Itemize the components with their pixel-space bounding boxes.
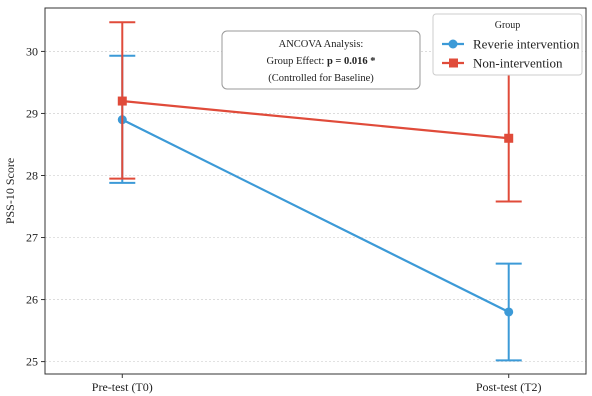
annotation-box-frame bbox=[221, 30, 421, 90]
y-tick-label: 25 bbox=[26, 355, 38, 369]
y-tick-label: 28 bbox=[26, 168, 38, 182]
annotation-line-2: Group Effect: p = 0.016 * bbox=[266, 56, 375, 67]
data-point-circle bbox=[504, 307, 514, 317]
y-tick-label: 26 bbox=[26, 293, 38, 307]
legend-swatch-marker bbox=[448, 39, 458, 49]
y-tick-label: 30 bbox=[26, 44, 38, 58]
annotation-line-1: ANCOVA Analysis: bbox=[279, 39, 364, 50]
series-line bbox=[122, 99, 509, 140]
annotation-line-3: (Controlled for Baseline) bbox=[268, 73, 374, 84]
data-point-square bbox=[117, 96, 127, 106]
annotation-line-2-prefix: Group Effect: bbox=[266, 56, 326, 67]
ancova-annotation-box: ANCOVA Analysis: Group Effect: p = 0.016… bbox=[221, 30, 421, 90]
legend-frame bbox=[432, 13, 583, 76]
legend-title: Group bbox=[495, 20, 521, 31]
legend-item: Reverie intervention bbox=[442, 37, 580, 52]
series-layer bbox=[109, 21, 522, 362]
legend-item: Non-intervention bbox=[442, 56, 563, 71]
axis-ticks: 25 26 27 28 29 30 Pre-test (T0) Post-test (T2) bbox=[26, 44, 542, 394]
legend: Group Reverie intervention Non-interventi… bbox=[432, 13, 583, 76]
legend-label: Reverie intervention bbox=[473, 37, 580, 52]
legend-label: Non-intervention bbox=[473, 56, 563, 71]
legend-swatch-marker bbox=[449, 58, 458, 68]
plot-area-frame bbox=[44, 7, 587, 375]
annotation-p-value: p = 0.016 * bbox=[327, 56, 376, 67]
series-line bbox=[121, 118, 510, 313]
y-tick-label: 29 bbox=[26, 106, 38, 120]
legend-items: Reverie intervention Non-intervention bbox=[442, 37, 580, 71]
series-1 bbox=[109, 54, 522, 362]
y-tick-label: 27 bbox=[26, 231, 38, 245]
y-axis-label: PSS-10 Score bbox=[3, 158, 17, 224]
data-point-square bbox=[504, 133, 514, 143]
x-tick-label: Post-test (T2) bbox=[476, 380, 542, 394]
x-tick-label: Pre-test (T0) bbox=[92, 380, 153, 394]
